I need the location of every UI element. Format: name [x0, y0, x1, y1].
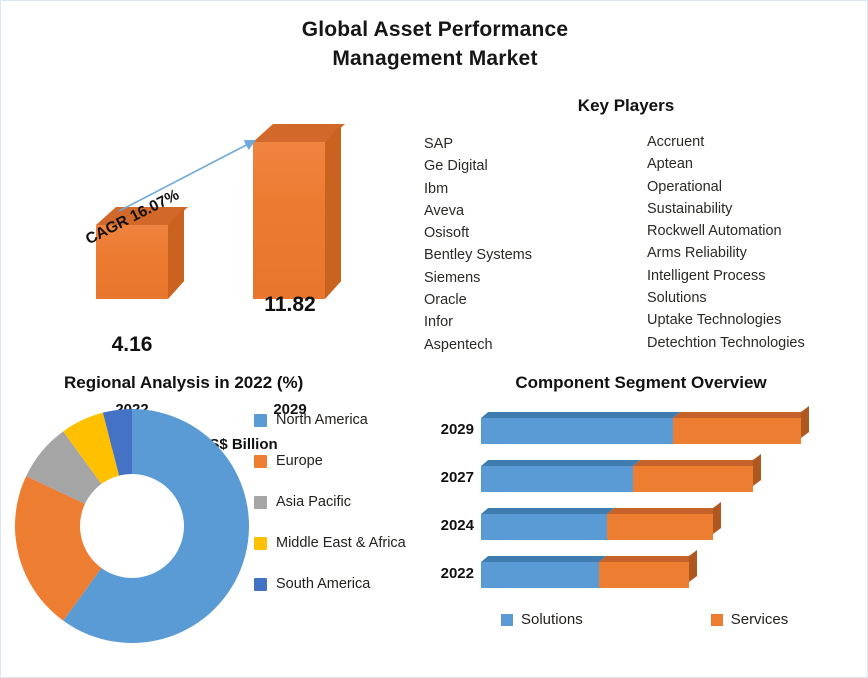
key-player-item: Aveva: [424, 202, 465, 219]
bar-2029-category-label: 2029: [273, 401, 307, 418]
key-player-item: SAP: [424, 136, 454, 152]
stacked-bar-2024: [481, 501, 721, 540]
stacked-segment-top-face: [633, 460, 761, 466]
stacked-segment-top-face: [481, 508, 615, 514]
stacked-segment-solutions: [481, 418, 673, 444]
legend-label: Solutions: [521, 611, 583, 628]
bar-2022-value-label: 4.16: [111, 333, 153, 356]
legend-swatch-icon: [710, 613, 723, 626]
key-player-item: Siemens: [424, 269, 481, 286]
stacked-segment-services: [673, 418, 801, 444]
segment-row-2029: 2029: [416, 405, 856, 448]
key-players-column-left: SAP Ge Digital Ibm Aveva Osisoft Bentley…: [424, 133, 624, 356]
bar-2029-side-face: [325, 124, 341, 300]
segment-row-2027: 2027: [416, 453, 856, 496]
stacked-segment-services: [599, 562, 689, 588]
bar-2029: [253, 124, 345, 300]
component-segment-title: Component Segment Overview: [515, 373, 767, 392]
legend-item-asia-pacific: Asia Pacific: [254, 493, 429, 512]
stacked-bar-side-face: [689, 549, 697, 582]
key-player-item: Accruent: [647, 134, 705, 150]
key-player-item: Aptean: [647, 156, 693, 173]
key-player-item: Rockwell Automation: [647, 223, 782, 240]
legend-swatch-icon: [254, 537, 267, 550]
segment-category-label: 2029: [440, 421, 474, 438]
donut-hole: [80, 474, 184, 578]
key-player-item: Uptake Technologies: [647, 312, 782, 329]
legend-swatch-icon: [254, 578, 267, 591]
stacked-segment-solutions: [481, 514, 608, 540]
bar-2029-value-label: 11.82: [264, 293, 316, 316]
bar-2022-front-face: [96, 225, 168, 299]
key-players-column-right: Accruent Aptean Operational Sustainabili…: [647, 131, 862, 354]
key-player-item: Detechtion Technologies: [647, 334, 805, 351]
legend-swatch-icon: [501, 613, 513, 626]
component-segment-chart: 2029 2027 2024 2022: [416, 405, 856, 606]
market-size-bar-chart: 4.16 2022 11.82 2029 CAGR 16.07% Market …: [21, 111, 381, 453]
key-player-item: Ibm: [424, 180, 449, 197]
legend-label: Middle East & Africa: [276, 535, 406, 551]
key-player-item: Operational: [647, 178, 722, 195]
legend-item-europe: Europe: [254, 452, 429, 471]
segment-category-label: 2022: [440, 565, 474, 582]
legend-label: Services: [730, 611, 789, 628]
stacked-bar-2027: [481, 453, 761, 492]
legend-label: North America: [276, 412, 368, 428]
key-player-item: Oracle: [424, 292, 467, 309]
legend-item-south-america: South America: [254, 575, 429, 594]
stacked-bar-side-face: [801, 405, 809, 438]
segment-row-2024: 2024: [416, 501, 856, 544]
stacked-bar-2022: [481, 549, 697, 588]
legend-swatch-icon: [254, 455, 267, 468]
key-player-item: Solutions: [647, 290, 707, 307]
legend-item-north-america: North America: [254, 411, 429, 430]
key-players-heading: Key Players: [577, 96, 675, 115]
stacked-segment-top-face: [481, 460, 641, 466]
component-segment-legend: Solutions Services: [501, 611, 831, 628]
segment-category-label: 2024: [440, 517, 474, 534]
page-title-line-1: Global Asset Performance: [301, 18, 569, 41]
key-player-item: Infor: [424, 314, 454, 331]
stacked-segment-solutions: [481, 466, 633, 492]
stacked-segment-solutions: [481, 562, 600, 588]
regional-analysis-title: Regional Analysis in 2022 (%): [64, 373, 304, 392]
legend-swatch-icon: [254, 496, 267, 509]
stacked-bar-side-face: [753, 453, 761, 486]
key-player-item: Ge Digital: [424, 158, 488, 175]
stacked-segment-top-face: [673, 412, 809, 418]
stacked-segment-services: [633, 466, 753, 492]
bar-2022: [96, 207, 188, 299]
regional-analysis-legend: North America Europe Asia Pacific Middle…: [254, 411, 429, 616]
legend-item-middle-east-africa: Middle East & Africa: [254, 534, 429, 553]
bar-2022-side-face: [168, 207, 184, 299]
bar-2029-front-face: [253, 142, 325, 299]
key-player-item: Bentley Systems: [424, 247, 532, 264]
stacked-segment-top-face: [599, 556, 697, 562]
page-title: Global Asset Performance Management Mark…: [1, 15, 868, 73]
legend-label: Europe: [276, 453, 323, 469]
key-player-item: Osisoft: [424, 225, 470, 242]
legend-swatch-icon: [254, 414, 267, 427]
key-player-item: Arms Reliability: [647, 245, 747, 262]
key-player-item: Sustainability: [647, 200, 733, 217]
legend-label: South America: [276, 576, 371, 592]
stacked-bar-side-face: [713, 501, 721, 534]
legend-item-services: Services: [710, 611, 789, 628]
segment-category-label: 2027: [440, 469, 474, 486]
stacked-segment-top-face: [481, 412, 681, 418]
stacked-segment-services: [607, 514, 713, 540]
regional-analysis-donut-chart: [15, 409, 249, 643]
key-player-item: Aspentech: [424, 336, 493, 353]
stacked-segment-top-face: [607, 508, 721, 514]
stacked-bar-2029: [481, 405, 809, 444]
page-title-line-2: Management Market: [332, 47, 538, 70]
key-player-item: Intelligent Process: [647, 267, 766, 284]
legend-label: Asia Pacific: [276, 494, 351, 510]
legend-item-solutions: Solutions: [501, 611, 583, 628]
stacked-segment-top-face: [481, 556, 607, 562]
segment-row-2022: 2022: [416, 549, 856, 592]
